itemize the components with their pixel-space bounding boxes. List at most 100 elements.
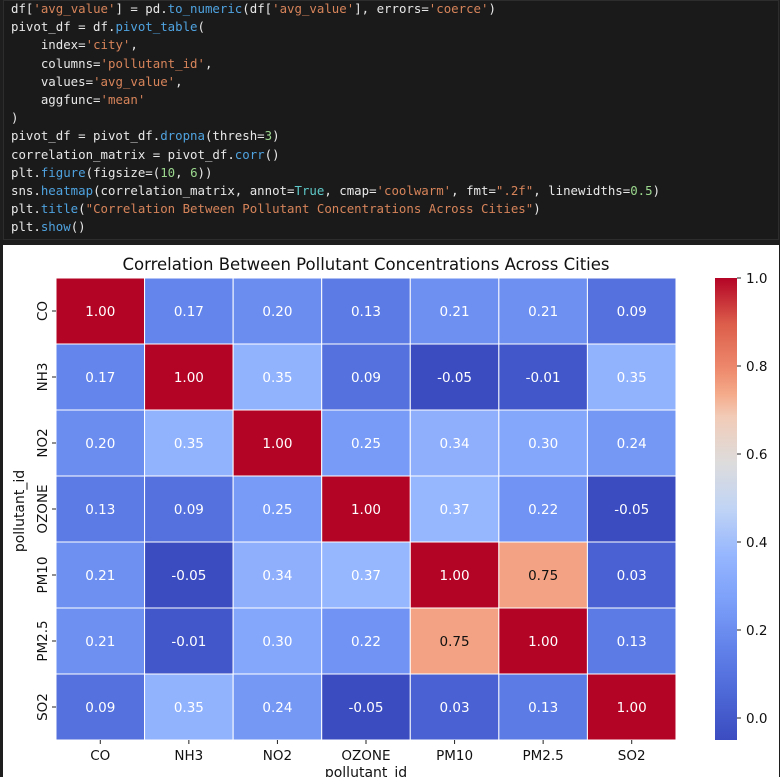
cell-annotation: -0.05 <box>437 370 472 386</box>
chart-title: Correlation Between Pollutant Concentrat… <box>123 255 610 274</box>
code-line: sns.heatmap(correlation_matrix, annot=Tr… <box>11 182 660 200</box>
code-block[interactable]: df['avg_value'] = pd.to_numeric(df['avg_… <box>4 0 660 236</box>
colorbar-tick-label: 0.6 <box>746 447 767 463</box>
heatmap-cell <box>321 475 411 543</box>
cell-annotation: 0.30 <box>262 634 292 650</box>
y-tick-label: NO2 <box>35 428 51 457</box>
code-token: plt. <box>11 201 41 217</box>
cell-annotation: 0.37 <box>440 502 470 518</box>
code-line: aggfunc='mean' <box>11 91 660 109</box>
code-token: True <box>294 182 325 198</box>
code-token: heatmap <box>40 182 94 198</box>
y-tick-label: PM2.5 <box>35 620 51 661</box>
code-token: () <box>264 146 280 162</box>
heatmap-cell <box>144 475 234 543</box>
heatmap-cell <box>321 409 411 477</box>
heatmap-cell <box>321 607 411 675</box>
code-token: 'pollutant_id' <box>100 55 205 71</box>
code-token: ( <box>78 201 86 217</box>
x-tick-label: PM10 <box>436 748 473 764</box>
heatmap-cell <box>321 673 411 741</box>
cell-annotation: 0.13 <box>85 502 115 518</box>
heatmap-cell <box>232 343 323 411</box>
code-line: df['avg_value'] = pd.to_numeric(df['avg_… <box>11 0 660 18</box>
x-axis-label: pollutant_id <box>325 765 407 777</box>
colorbar-tick-label: 0.0 <box>746 711 767 727</box>
code-token: "Correlation Between Pollutant Concentra… <box>85 201 534 217</box>
code-token: 'mean' <box>100 91 146 107</box>
heatmap-cell <box>498 343 588 411</box>
cell-annotation: 1.00 <box>528 634 558 650</box>
code-token: ) <box>11 110 19 126</box>
heatmap-chart: Correlation Between Pollutant Concentrat… <box>12 255 767 777</box>
heatmap-cell <box>586 673 677 741</box>
code-cell[interactable]: df['avg_value'] = pd.to_numeric(df['avg_… <box>3 0 779 240</box>
cell-annotation: -0.05 <box>349 700 384 716</box>
code-token: 'avg_value' <box>93 73 176 89</box>
code-line: columns='pollutant_id', <box>11 55 660 73</box>
y-axis-label: pollutant_id <box>12 470 28 552</box>
cell-annotation: 0.03 <box>617 568 647 584</box>
cell-annotation: -0.05 <box>614 502 649 518</box>
cell-annotation: 0.21 <box>85 634 115 650</box>
cell-annotation: 0.09 <box>351 370 381 386</box>
x-tick-label: NH3 <box>174 748 203 764</box>
cell-annotation: 0.21 <box>440 304 470 320</box>
code-token: ( <box>197 19 205 35</box>
cell-annotation: -0.01 <box>526 370 561 386</box>
code-line: ) <box>11 109 660 127</box>
code-token: df[ <box>11 1 34 16</box>
x-tick-label: SO2 <box>618 748 646 764</box>
heatmap-cell <box>409 673 500 741</box>
cell-annotation: 0.35 <box>174 436 204 452</box>
cell-annotation: 0.22 <box>351 634 381 650</box>
y-tick-label: NH3 <box>35 363 51 392</box>
code-token: , <box>130 37 138 53</box>
y-tick-label: OZONE <box>35 484 51 533</box>
heatmap-cell <box>586 475 677 543</box>
code-token: 10 <box>160 164 176 180</box>
code-line: plt.figure(figsize=(10, 6)) <box>11 164 660 182</box>
heatmap-cell <box>498 475 588 543</box>
cell-annotation: 0.13 <box>351 304 381 320</box>
cell-annotation: 0.21 <box>528 304 558 320</box>
colorbar-tick-label: 0.2 <box>746 623 767 639</box>
code-token: (figsize=( <box>85 164 161 180</box>
code-line: pivot_df = df.pivot_table( <box>11 18 660 36</box>
cell-annotation: 1.00 <box>262 436 292 452</box>
cell-annotation: 0.20 <box>262 304 292 320</box>
code-token: , linewidths= <box>533 182 631 198</box>
cell-annotation: 0.09 <box>617 304 647 320</box>
code-token: )) <box>197 164 213 180</box>
heatmap-cell <box>321 277 411 345</box>
code-token: aggfunc= <box>11 91 101 107</box>
colorbar-tick-label: 0.4 <box>746 535 767 551</box>
x-tick-label: NO2 <box>263 748 292 764</box>
heatmap-cell <box>55 475 146 543</box>
code-token: show <box>40 219 71 235</box>
heatmap-cell <box>409 343 500 411</box>
x-tick-label: OZONE <box>341 748 390 764</box>
cell-annotation: 0.75 <box>440 634 470 650</box>
cell-annotation: 0.35 <box>617 370 647 386</box>
cell-annotation: 0.25 <box>262 502 292 518</box>
code-token: 6 <box>190 164 198 180</box>
code-token: , cmap= <box>324 182 377 198</box>
cell-annotation: 1.00 <box>351 502 381 518</box>
cell-annotation: 0.13 <box>528 700 558 716</box>
y-axis-ticks: CO NH3 NO2 OZONE PM10 PM2.5 SO2 <box>35 301 56 721</box>
cell-annotation: 0.20 <box>85 436 115 452</box>
code-token: to_numeric <box>167 1 243 16</box>
code-token: () <box>70 219 86 235</box>
heatmap-cell <box>232 277 323 345</box>
y-tick-label: PM10 <box>35 557 51 594</box>
code-line: plt.title("Correlation Between Pollutant… <box>11 200 660 218</box>
cell-annotation: 0.24 <box>617 436 647 452</box>
code-token: correlation_matrix = pivot_df. <box>11 146 235 162</box>
cell-annotation: 0.25 <box>351 436 381 452</box>
code-token: pivot_table <box>115 19 198 35</box>
cell-annotation: 0.17 <box>85 370 115 386</box>
code-token: ) <box>488 1 496 16</box>
code-token: (df[ <box>242 1 273 16</box>
heatmap-cell <box>586 343 677 411</box>
